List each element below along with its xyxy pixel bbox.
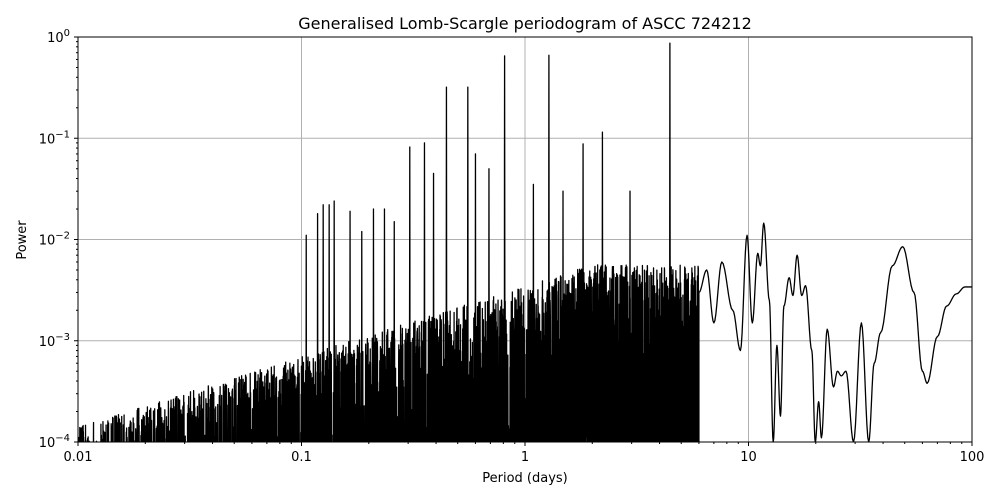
y-tick-label: 100 (47, 28, 70, 46)
x-tick-label: 0.01 (64, 450, 93, 465)
y-axis-label: Power (15, 220, 30, 260)
y-tick-label: 10−2 (39, 231, 70, 249)
y-tick-label: 10−3 (39, 332, 70, 350)
x-axis-label: Period (days) (482, 471, 568, 486)
x-tick-label: 10 (740, 450, 757, 465)
grid-lines (77, 36, 973, 443)
x-tick-label: 0.1 (291, 450, 312, 465)
y-tick-label: 10−1 (39, 129, 70, 147)
y-axis-ticks: 10−4 10−3 10−2 10−1 100 (39, 28, 78, 451)
x-axis-ticks: 0.01 0.1 1 10 100 (64, 442, 985, 465)
power-spectrum-line (78, 42, 972, 442)
x-tick-label: 1 (521, 450, 529, 465)
y-tick-label: 10−4 (39, 433, 70, 451)
chart-title: Generalised Lomb-Scargle periodogram of … (298, 14, 752, 33)
x-tick-label: 100 (960, 450, 985, 465)
plot-area (78, 42, 972, 442)
